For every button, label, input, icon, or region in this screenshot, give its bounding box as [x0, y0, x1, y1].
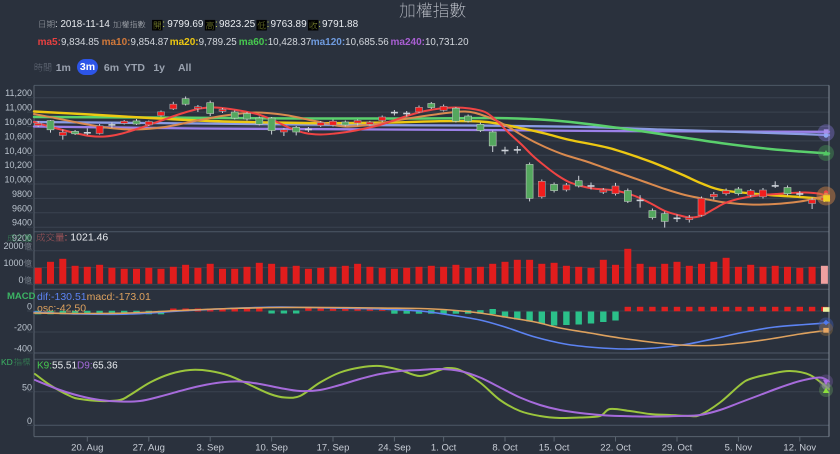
svg-text:9600: 9600	[12, 203, 32, 213]
svg-text:50: 50	[22, 382, 32, 392]
svg-text:24. Sep: 24. Sep	[378, 443, 411, 454]
svg-text:0: 0	[18, 275, 23, 285]
svg-text:15. Oct: 15. Oct	[539, 443, 570, 454]
svg-text:11,200: 11,200	[5, 88, 32, 98]
svg-text:KD: KD	[1, 357, 13, 367]
svg-text:17. Sep: 17. Sep	[317, 443, 350, 454]
svg-text:10,000: 10,000	[4, 175, 32, 185]
svg-text:-200: -200	[14, 323, 32, 333]
svg-text:22. Oct: 22. Oct	[600, 443, 631, 454]
svg-text:10,600: 10,600	[4, 131, 32, 141]
svg-text:29. Oct: 29. Oct	[662, 443, 693, 454]
svg-text:10. Sep: 10. Sep	[255, 443, 288, 454]
svg-text:2000: 2000	[3, 241, 23, 251]
svg-text:8. Oct: 8. Oct	[492, 443, 518, 454]
svg-text:-400: -400	[14, 344, 32, 354]
svg-text:0: 0	[27, 416, 32, 426]
svg-text:3. Sep: 3. Sep	[196, 443, 223, 454]
svg-text:5. Nov: 5. Nov	[725, 443, 753, 454]
svg-text:osc:-42.50: osc:-42.50	[37, 303, 86, 315]
svg-text:9400: 9400	[12, 218, 32, 228]
svg-text::: :	[65, 232, 68, 244]
svg-text:1. Oct: 1. Oct	[431, 443, 457, 454]
svg-text:0: 0	[27, 302, 32, 312]
svg-text:10,200: 10,200	[4, 160, 32, 170]
svg-text:MACD: MACD	[7, 291, 36, 302]
svg-text:20. Aug: 20. Aug	[71, 443, 103, 454]
svg-text:10,400: 10,400	[4, 146, 32, 156]
svg-text:dif:-130.51macd:-173.01: dif:-130.51macd:-173.01	[37, 291, 151, 303]
svg-text:27. Aug: 27. Aug	[133, 443, 165, 454]
svg-text:1021.46: 1021.46	[70, 232, 108, 244]
svg-text:10,800: 10,800	[4, 117, 32, 127]
svg-text:1000: 1000	[3, 258, 23, 268]
svg-text:K9:55.51D9:65.36: K9:55.51D9:65.36	[37, 361, 118, 372]
svg-text:9800: 9800	[12, 189, 32, 199]
svg-text:11,000: 11,000	[5, 103, 32, 113]
svg-text:9200: 9200	[12, 233, 32, 243]
svg-text:12. Nov: 12. Nov	[783, 443, 816, 454]
